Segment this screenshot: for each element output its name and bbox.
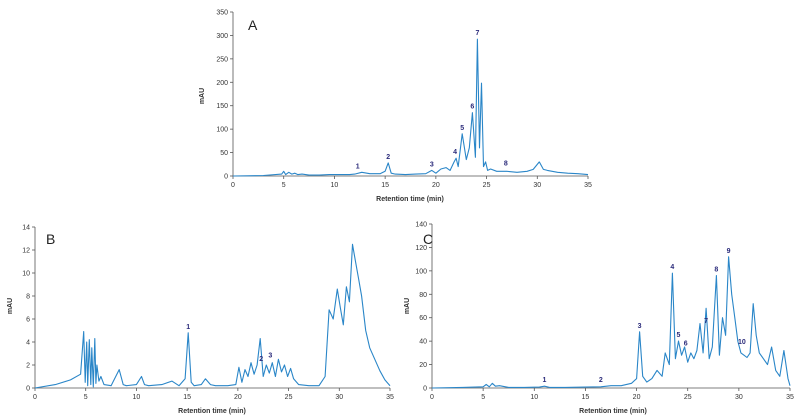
panel-c: C mAU Retention time (min) 0 5 10 15 20 25 30 3… (404, 222, 794, 416)
panel-b: B mAU Retention time (min) 0 5 10 15 20 25 30 3… (7, 225, 394, 416)
y-tick-label: 8 (26, 294, 30, 301)
x-tick-label: 15 (582, 394, 590, 401)
peak-label: 8 (504, 160, 508, 167)
chromatogram-trace (232, 38, 589, 177)
x-tick-label: 20 (432, 182, 440, 189)
peak-label: 9 (727, 248, 731, 255)
peak-label: 10 (738, 339, 746, 346)
y-tick-label: 100 (415, 268, 427, 275)
x-tick-label: 35 (386, 394, 394, 401)
x-tick-label: 0 (430, 394, 434, 401)
peak-label: 7 (475, 30, 479, 37)
x-tick-label: 30 (735, 394, 743, 401)
y-tick-label: 350 (216, 10, 228, 17)
peak-label: 1 (356, 163, 360, 170)
panel-a: A mAU Retention time (min) 0 5 10 15 20 25 30 3… (199, 10, 592, 204)
x-axis-label: Retention time (min) (376, 196, 444, 203)
peak-label: 7 (704, 318, 708, 325)
x-tick-label: 0 (231, 182, 235, 189)
peak-label: 3 (268, 353, 272, 360)
chromatogram-trace (431, 256, 791, 389)
y-tick-label: 120 (415, 245, 427, 252)
chromatogram-trace (34, 243, 391, 389)
peak-label: 2 (386, 154, 390, 161)
peak-label: 1 (543, 377, 547, 384)
y-tick-label: 100 (216, 127, 228, 134)
peak-label: 2 (259, 356, 263, 363)
peak-label: 4 (670, 264, 674, 271)
panel-letter: C (423, 231, 433, 247)
x-axis-label: Retention time (min) (579, 408, 647, 415)
peak-label: 3 (638, 323, 642, 330)
y-tick-label: 0 (224, 174, 228, 181)
x-tick-label: 5 (282, 182, 286, 189)
y-tick-label: 80 (419, 292, 427, 299)
y-tick-label: 2 (26, 363, 30, 370)
x-tick-label: 5 (481, 394, 485, 401)
panel-letter: A (248, 17, 258, 33)
x-tick-label: 25 (684, 394, 692, 401)
y-tick-label: 140 (415, 222, 427, 229)
peak-label: 4 (453, 149, 457, 156)
y-tick-label: 50 (220, 150, 228, 157)
y-axis-label: mAU (404, 298, 411, 314)
y-tick-label: 60 (419, 315, 427, 322)
peak-label: 3 (430, 161, 434, 168)
x-tick-label: 10 (133, 394, 141, 401)
y-axis-label: mAU (7, 298, 14, 314)
x-axis-label: Retention time (min) (178, 408, 246, 415)
y-tick-label: 20 (419, 362, 427, 369)
x-tick-label: 25 (483, 182, 491, 189)
y-tick-label: 150 (216, 103, 228, 110)
x-tick-label: 30 (533, 182, 541, 189)
x-tick-label: 0 (33, 394, 37, 401)
y-tick-label: 10 (22, 271, 30, 278)
x-tick-label: 10 (331, 182, 339, 189)
panel-letter: B (46, 231, 55, 247)
peak-label: 1 (186, 324, 190, 331)
peak-label: 6 (470, 104, 474, 111)
x-tick-label: 20 (633, 394, 641, 401)
peak-label: 5 (677, 332, 681, 339)
x-tick-label: 5 (84, 394, 88, 401)
y-tick-label: 40 (419, 339, 427, 346)
x-tick-label: 15 (381, 182, 389, 189)
x-tick-label: 15 (183, 394, 191, 401)
y-tick-label: 250 (216, 56, 228, 63)
y-tick-label: 300 (216, 33, 228, 40)
y-tick-label: 200 (216, 80, 228, 87)
x-tick-label: 35 (584, 182, 592, 189)
x-tick-label: 25 (285, 394, 293, 401)
plot-area: 0 5 10 15 20 25 30 3505010015020025030035012345… (216, 10, 592, 190)
x-tick-label: 20 (234, 394, 242, 401)
y-tick-label: 0 (26, 386, 30, 393)
y-tick-label: 14 (22, 225, 30, 232)
x-tick-label: 30 (335, 394, 343, 401)
x-tick-label: 10 (530, 394, 538, 401)
y-tick-label: 4 (26, 340, 30, 347)
peak-label: 2 (599, 377, 603, 384)
y-axis-label: mAU (199, 88, 206, 104)
peak-label: 8 (714, 267, 718, 274)
y-tick-label: 0 (423, 386, 427, 393)
y-tick-label: 12 (22, 248, 30, 255)
peak-label: 5 (460, 125, 464, 132)
x-tick-label: 35 (786, 394, 794, 401)
peak-label: 6 (684, 340, 688, 347)
y-tick-label: 6 (26, 317, 30, 324)
